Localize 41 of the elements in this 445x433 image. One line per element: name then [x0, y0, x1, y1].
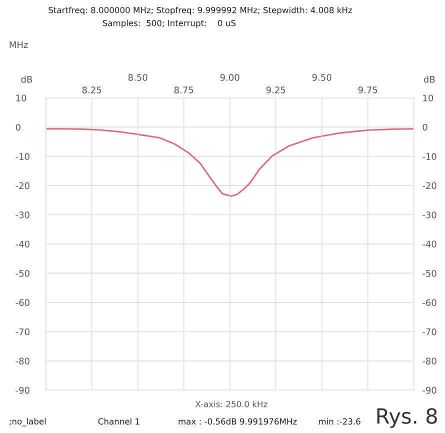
text: X-axis: 250.0 kHz	[195, 400, 268, 408]
y2-tick-label: -80	[422, 358, 436, 364]
x2-tick-label: 9.50	[312, 74, 332, 81]
y-tick-label: -80	[16, 358, 30, 364]
y-axis-title: dB	[21, 76, 32, 83]
x2-tick-label: 9.00	[220, 74, 240, 81]
y-tick-label: -90	[16, 386, 30, 394]
text: Channel 1	[98, 418, 140, 425]
y2-tick-label: -90	[422, 386, 436, 394]
text: Startfreq: 8.000000 MHz; Stopfreq: 9.999992 MHz; Stepwidth: 4.008 kHz	[48, 6, 352, 15]
y2-tick-label: -60	[422, 299, 436, 306]
y2-tick-label: -40	[422, 240, 436, 248]
y2-tick-label: -70	[422, 328, 436, 336]
y-tick-label: -60	[16, 299, 30, 306]
y-tick-label: -70	[16, 328, 30, 336]
text: max : -0.56dB 9.991976MHz	[178, 418, 297, 425]
y-tick-label: -10	[16, 153, 30, 160]
y2-tick-label: -30	[422, 212, 436, 218]
x-tick-label: 8.25	[82, 86, 102, 94]
text: ;no_label	[10, 418, 46, 426]
y2-tick-label: -50	[422, 270, 436, 277]
y-tick-label: 0	[16, 124, 20, 131]
line-series	[46, 128, 414, 197]
y-tick-label: 10	[16, 94, 26, 102]
y2-axis-title: dB	[424, 76, 435, 83]
y-tick-label: -50	[16, 270, 30, 277]
x-tick-label: 8.75	[174, 86, 194, 94]
y2-tick-label: -10	[422, 153, 436, 160]
text: Rys. 8	[377, 408, 437, 428]
y-tick-label: -20	[16, 182, 30, 190]
text: Samples: 500; Interrupt: 0 uS	[102, 20, 236, 28]
y2-tick-label: 0	[422, 124, 428, 131]
text: min :-23.6	[318, 418, 360, 425]
y2-tick-label: 10	[423, 94, 434, 102]
x-tick-label: 9.75	[358, 86, 378, 94]
x2-tick-label: 8.50	[128, 74, 148, 81]
y-tick-label: -30	[16, 212, 30, 218]
y2-tick-label: -20	[422, 182, 436, 190]
y-tick-label: -40	[16, 240, 30, 248]
x-tick-label: 9.25	[266, 86, 286, 94]
x-axis-title: MHz	[10, 41, 28, 48]
